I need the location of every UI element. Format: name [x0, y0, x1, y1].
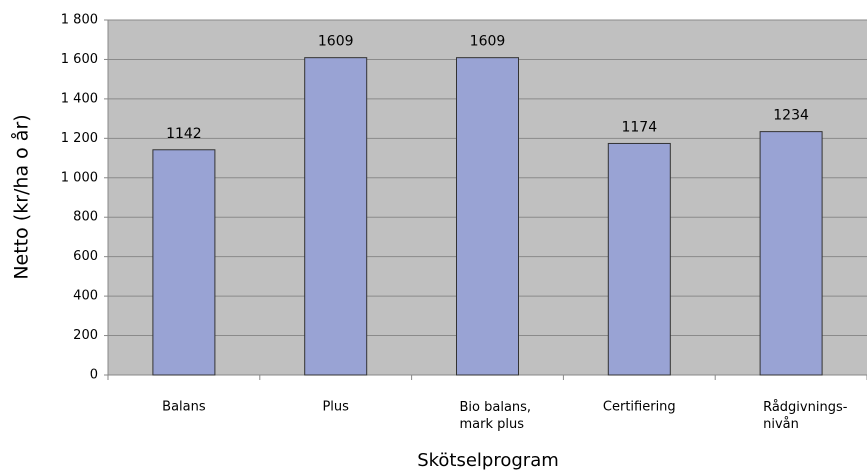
x-tick-label: Balans: [162, 400, 206, 415]
x-tick-label: Plus: [322, 400, 349, 415]
value-label: 1609: [318, 34, 354, 50]
y-tick-label: 1 400: [61, 91, 98, 106]
y-tick-label: 600: [73, 249, 98, 264]
value-label: 1142: [166, 126, 202, 142]
x-tick-label: Certifiering: [603, 400, 676, 415]
y-tick-label: 400: [73, 289, 98, 304]
x-tick-label: Bio balans, mark plus: [460, 400, 536, 432]
bar: [152, 149, 216, 376]
y-tick-label: 800: [73, 210, 98, 225]
y-tick-label: 200: [73, 328, 98, 343]
x-axis-label: Skötselprogram: [417, 450, 559, 471]
bar: [759, 131, 823, 376]
y-tick-label: 1 000: [61, 170, 98, 185]
value-label: 1609: [470, 34, 506, 50]
bar: [304, 57, 368, 376]
x-tick-label: Rådgivnings-nivån: [763, 400, 848, 432]
y-tick-label: 0: [90, 368, 98, 383]
y-axis-label: Netto (kr/ha o år): [10, 114, 33, 279]
y-tick-label: 1 600: [61, 52, 98, 67]
y-tick-label: 1 200: [61, 131, 98, 146]
value-label: 1234: [773, 108, 809, 124]
bar: [456, 57, 519, 376]
y-tick-label: 1 800: [61, 13, 98, 28]
value-label: 1174: [621, 119, 657, 135]
bar: [607, 142, 671, 376]
